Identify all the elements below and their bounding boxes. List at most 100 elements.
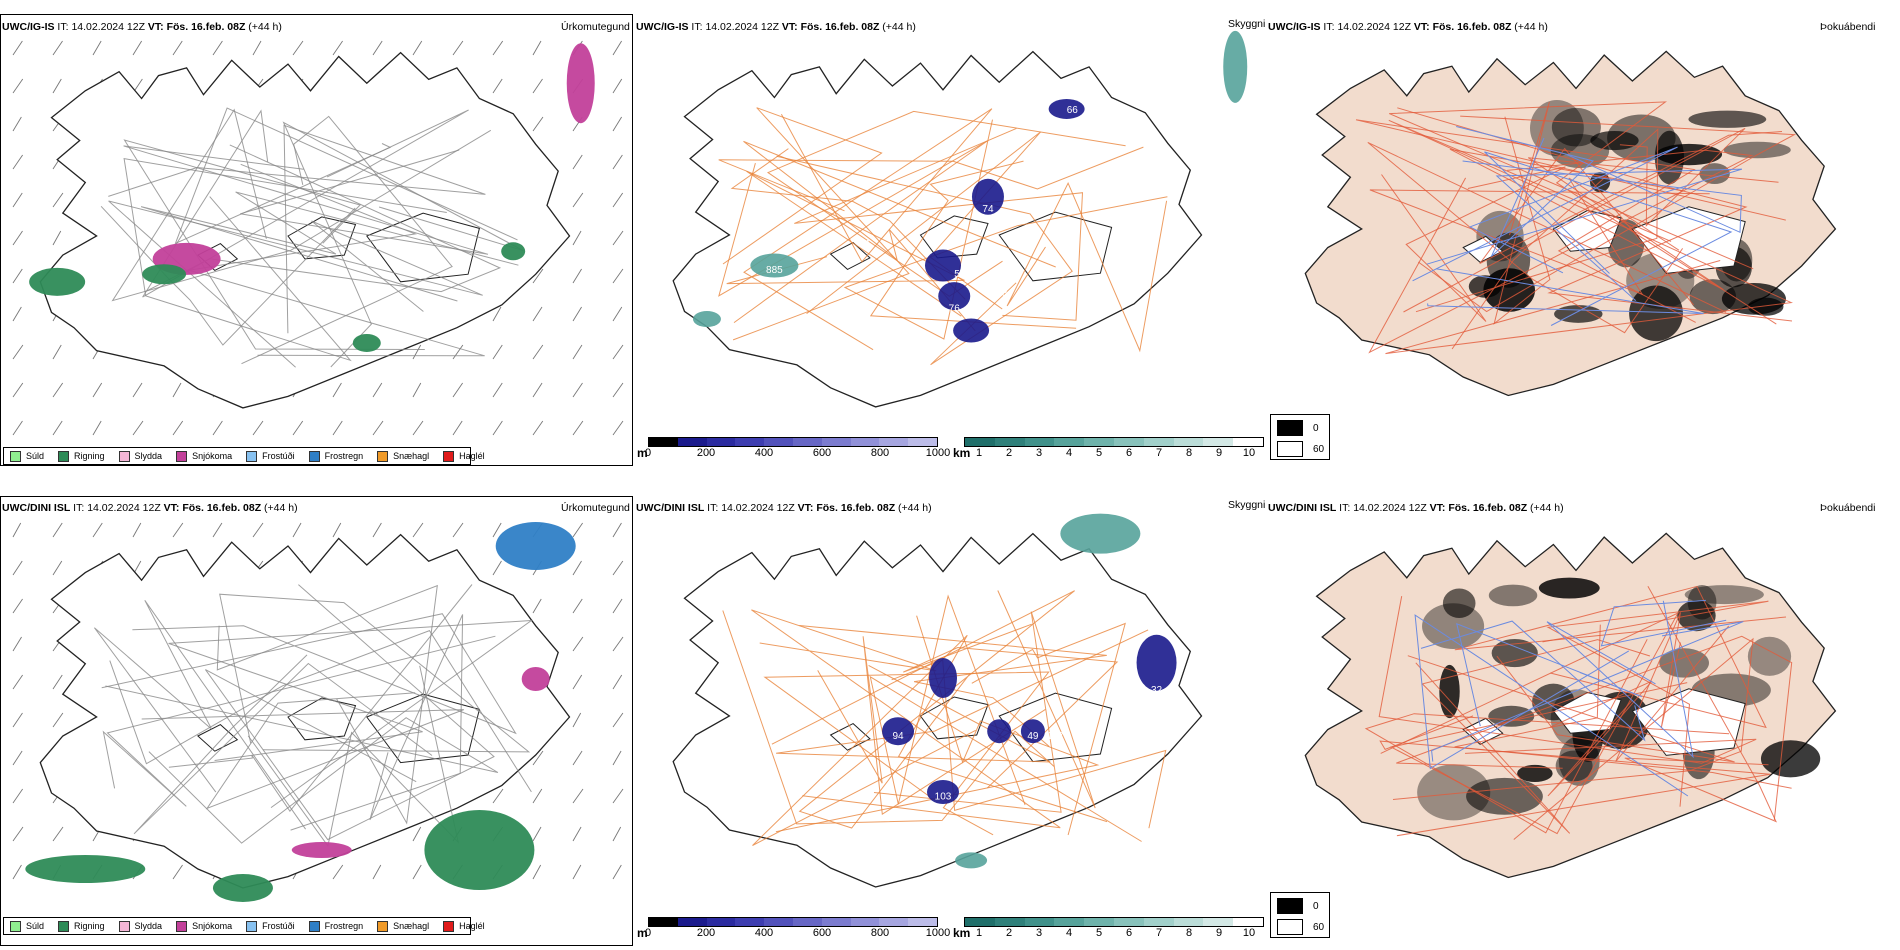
wind-barb	[612, 864, 622, 880]
wind-barb	[212, 420, 223, 436]
legend-swatch	[246, 920, 258, 932]
legend-item: Snæhagl	[377, 450, 429, 462]
wind-barb	[52, 40, 63, 56]
glacier-outline	[998, 692, 1113, 763]
road-line	[1006, 182, 1168, 353]
road-line	[247, 665, 460, 848]
colorbar-tick-label: 5	[1095, 927, 1103, 939]
wind-barb	[132, 522, 142, 538]
glacier-outline	[829, 722, 871, 751]
fog-area	[1488, 584, 1538, 607]
legend-label: Slydda	[134, 451, 163, 461]
fog-area	[1491, 638, 1538, 668]
road-line	[140, 191, 519, 302]
fog-legend-row: 60	[1277, 919, 1329, 935]
colorbar-cell	[994, 918, 1025, 926]
wind-barb	[492, 522, 502, 538]
colorbar-tick-label: 7	[1155, 927, 1163, 939]
wind-barb	[52, 344, 62, 360]
fog-legend-row: 60	[1277, 441, 1329, 457]
fog-indicator-panel-bottom	[1266, 496, 1900, 936]
wind-barb	[572, 230, 582, 246]
wind-barb	[572, 560, 582, 576]
panel-title-fog: Þokuábendi	[1820, 502, 1876, 514]
wind-barb	[412, 522, 424, 538]
colorbar-cell	[792, 438, 822, 446]
precip-area	[566, 43, 595, 124]
precip-type-panel-top: Súld Rigning Slydda Snjókoma Frostúði Frostre…	[0, 14, 633, 466]
iceland-coastline	[39, 51, 571, 409]
wind-barb	[572, 864, 582, 880]
colorbar-tick-label: 800	[870, 927, 890, 939]
fog-area	[1607, 114, 1676, 162]
ceiling-value-label: 58	[954, 269, 966, 280]
wind-barb	[612, 674, 623, 690]
legend-label: Haglél	[459, 451, 485, 461]
wind-barb	[572, 344, 583, 360]
legend-label: Slydda	[134, 921, 163, 931]
road-line	[1415, 128, 1659, 350]
precip-area	[29, 267, 86, 296]
river-line	[1412, 146, 1678, 282]
colorbar-tick-label: 800	[870, 447, 890, 459]
iceland-map-precip-bottom	[12, 522, 624, 902]
colorbar-cell	[1143, 438, 1174, 446]
colorbar-unit: m	[637, 926, 648, 940]
wind-barb	[332, 420, 343, 436]
precip-type-legend: Súld Rigning Slydda Snjókoma Frostúði Frostre…	[3, 917, 485, 935]
fog-area	[1551, 107, 1601, 147]
wind-barb	[612, 78, 623, 94]
fog-legend-label: 0	[1313, 900, 1319, 912]
wind-barb	[492, 344, 503, 360]
fog-area	[1760, 740, 1821, 778]
wind-barb	[532, 116, 544, 132]
wind-barb	[572, 826, 582, 842]
fog-area	[1659, 648, 1709, 678]
fog-area	[1550, 133, 1610, 169]
colorbar-tick-label: 8	[1185, 927, 1193, 939]
fog-legend-label: 0	[1313, 422, 1319, 434]
road-line	[743, 140, 1056, 332]
wind-barb	[572, 382, 583, 398]
wind-barb	[412, 864, 422, 880]
colorbar-cell	[1054, 438, 1085, 446]
run-header-top-mid: UWC/IG-IS IT: 14.02.2024 12Z VT: Fös. 16…	[636, 21, 916, 33]
precip-area	[495, 522, 576, 570]
colorbar-cells	[648, 917, 938, 927]
wind-barb	[52, 522, 63, 538]
wind-barb	[12, 598, 23, 614]
wind-barb	[52, 382, 64, 398]
wind-barb	[12, 192, 23, 208]
road-line	[1547, 680, 1653, 797]
road-line	[718, 146, 1144, 212]
fog-legend-top: 0 60	[1270, 414, 1330, 460]
colorbar-cell	[735, 918, 765, 926]
legend-item: Frostúði	[246, 450, 295, 462]
wind-barb	[252, 522, 264, 538]
colorbar-tick-label: 5	[1095, 447, 1103, 459]
wind-barb	[52, 78, 62, 94]
fog-area	[1422, 603, 1485, 650]
colorbar-tick-label: 6	[1125, 447, 1133, 459]
colorbar-tick-label: 3	[1035, 927, 1043, 939]
fog-legend-label: 60	[1313, 921, 1325, 933]
wind-barb	[12, 522, 22, 538]
wind-barb	[332, 382, 342, 398]
colorbar-cell	[1084, 438, 1114, 446]
river-line	[1414, 614, 1689, 797]
fog-area	[1684, 585, 1764, 605]
fog-area	[1723, 141, 1791, 159]
glacier-outline	[197, 723, 239, 752]
colorbar-tick-label: 7	[1155, 447, 1163, 459]
ceiling-value-label: 32	[1151, 685, 1163, 696]
fog-legend-row: 0	[1277, 420, 1329, 436]
wind-barb	[12, 382, 24, 398]
road-line	[1615, 612, 1730, 762]
colorbar-cell	[706, 918, 736, 926]
wind-barb	[372, 420, 384, 436]
colorbar-ticks: 1 2 3 4 5 6 7 8 9 10	[964, 447, 1264, 461]
wind-barb	[412, 420, 424, 436]
wind-barb	[52, 230, 62, 246]
colorbar-tick-label: 0	[644, 447, 652, 459]
precip-area	[212, 874, 273, 902]
